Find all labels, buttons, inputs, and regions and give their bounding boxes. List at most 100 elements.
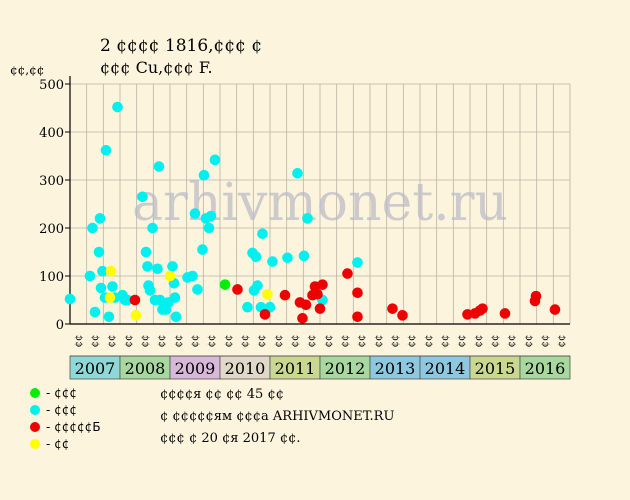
year-label: 2012 <box>325 359 366 378</box>
data-point <box>112 101 123 113</box>
data-point <box>137 191 148 203</box>
data-point <box>317 279 328 290</box>
quarter-label: ¢¢ <box>490 335 501 348</box>
data-point <box>300 299 312 311</box>
legend-item: - ¢¢¢ <box>30 384 101 401</box>
quarter-label: ¢¢ <box>357 335 368 348</box>
quarter-label: ¢¢ <box>507 335 518 348</box>
data-point <box>267 256 278 267</box>
data-point <box>64 293 76 305</box>
data-point <box>292 167 303 179</box>
y-tick-label: 300 <box>39 174 64 189</box>
data-point <box>107 281 118 292</box>
quarter-label: ¢¢ <box>373 335 384 348</box>
data-point <box>169 292 181 303</box>
data-point <box>94 213 106 224</box>
quarter-label: ¢¢ <box>273 335 284 348</box>
data-point <box>189 208 201 219</box>
quarter-label: ¢¢ <box>157 335 168 348</box>
quarter-label: ¢¢ <box>557 335 568 348</box>
quarter-label: ¢¢ <box>323 335 334 348</box>
year-label: 2010 <box>225 359 266 378</box>
chart-title: 2 ¢¢¢¢ 1816,¢¢¢ ¢ <box>100 36 262 56</box>
data-point <box>352 311 363 323</box>
quarter-label: ¢¢ <box>73 335 84 348</box>
year-label: 2008 <box>125 359 166 378</box>
data-point <box>312 288 323 300</box>
data-point <box>298 250 310 262</box>
data-point <box>142 261 153 272</box>
data-point <box>192 284 203 295</box>
legend-label: - ¢¢¢ <box>46 385 78 400</box>
legend-label: - ¢¢¢ <box>46 402 78 417</box>
data-point <box>170 311 182 323</box>
quarter-label: ¢¢ <box>223 335 234 348</box>
legend-marker <box>30 404 40 415</box>
data-point <box>103 311 115 323</box>
year-label: 2016 <box>525 359 566 378</box>
data-point <box>152 263 163 275</box>
data-point <box>549 304 561 315</box>
quarter-label: ¢¢ <box>257 335 268 348</box>
y-tick-label: 200 <box>39 222 64 237</box>
data-point <box>352 257 363 268</box>
data-point <box>198 169 210 181</box>
legend-marker <box>30 438 40 449</box>
data-point <box>477 303 488 314</box>
note-line: ¢ ¢¢¢¢¢ям ¢¢¢а ARHIVMONET.RU <box>160 409 395 424</box>
year-label: 2014 <box>425 359 466 378</box>
year-label: 2015 <box>475 359 516 378</box>
data-point <box>219 279 231 290</box>
note-line: ¢¢¢ ¢ 20 ¢я 2017 ¢¢. <box>160 431 301 446</box>
data-point <box>95 282 107 294</box>
quarter-label: ¢¢ <box>523 335 534 348</box>
note-line: ¢¢¢¢я ¢¢ ¢¢ 45 ¢¢ <box>160 387 284 402</box>
data-point <box>129 294 141 306</box>
data-point <box>314 303 326 314</box>
data-point <box>257 228 268 240</box>
quarter-label: ¢¢ <box>390 335 401 348</box>
data-point <box>203 222 215 234</box>
y-tick-label: 400 <box>39 126 64 141</box>
notes: ¢¢¢¢я ¢¢ ¢¢ 45 ¢¢ ¢ ¢¢¢¢¢ям ¢¢¢а ARHIVMON… <box>160 384 394 450</box>
y-axis-label: ¢¢,¢¢ <box>10 63 44 77</box>
data-point <box>147 222 158 234</box>
legend-item: - ¢¢ <box>30 435 101 452</box>
legend: - ¢¢¢ - ¢¢¢ - ¢¢¢¢¢Б - ¢¢ <box>30 384 101 452</box>
data-point <box>250 251 262 263</box>
data-point <box>84 270 96 282</box>
data-point <box>167 261 178 272</box>
quarter-label: ¢¢ <box>173 335 184 348</box>
quarter-label: ¢¢ <box>290 335 301 348</box>
y-tick-label: 0 <box>56 318 64 333</box>
quarter-label: ¢¢ <box>90 335 101 348</box>
data-point <box>105 265 117 277</box>
watermark: arhivmonet.ru <box>132 173 508 233</box>
quarter-label: ¢¢ <box>140 335 151 348</box>
legend-item: - ¢¢¢ <box>30 401 101 418</box>
quarter-label: ¢¢ <box>123 335 134 348</box>
legend-label: - ¢¢ <box>46 436 70 451</box>
data-point <box>262 288 273 300</box>
data-point <box>197 244 208 255</box>
data-point <box>242 301 253 313</box>
quarter-label: ¢¢ <box>457 335 468 348</box>
quarter-label: ¢¢ <box>473 335 484 348</box>
data-point <box>93 246 105 258</box>
data-point <box>387 303 398 314</box>
legend-label: - ¢¢¢¢¢Б <box>46 419 101 434</box>
data-point <box>279 289 291 301</box>
data-point <box>205 210 217 222</box>
year-label: 2011 <box>275 359 316 378</box>
data-point <box>209 154 221 166</box>
legend-marker <box>30 421 40 432</box>
quarter-label: ¢¢ <box>407 335 418 348</box>
legend-marker <box>30 387 40 398</box>
chart-subtitle: ¢¢¢ Cu,¢¢¢ F. <box>100 58 213 77</box>
quarter-label: ¢¢ <box>190 335 201 348</box>
data-point <box>164 270 176 282</box>
data-point <box>89 306 101 318</box>
data-point <box>232 284 243 295</box>
quarter-label: ¢¢ <box>440 335 451 348</box>
